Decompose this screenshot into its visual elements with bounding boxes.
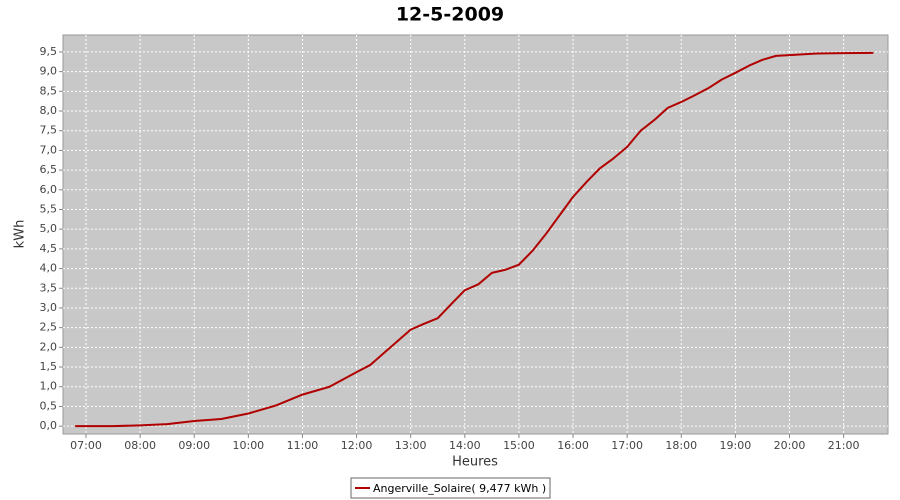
x-tick-label: 17:00 (611, 439, 643, 452)
x-tick-label: 07:00 (70, 439, 102, 452)
x-tick-label: 12:00 (341, 439, 373, 452)
y-tick-label: 1,0 (40, 380, 58, 393)
x-tick-label: 20:00 (774, 439, 806, 452)
y-tick-label: 3,0 (40, 301, 58, 314)
y-tick-label: 0,0 (40, 419, 58, 432)
y-tick-label: 5,5 (40, 202, 58, 215)
y-tick-label: 5,0 (40, 222, 58, 235)
y-tick-label: 9,5 (40, 45, 58, 58)
x-axis-label: Heures (452, 455, 498, 470)
y-axis-label: kWh (13, 220, 28, 249)
y-tick-label: 2,5 (40, 321, 58, 334)
y-tick-label: 4,5 (40, 242, 58, 255)
y-tick-label: 6,0 (40, 183, 58, 196)
legend-label: Angerville_Solaire( 9,477 kWh ) (373, 482, 546, 495)
x-tick-label: 10:00 (232, 439, 264, 452)
x-tick-label: 11:00 (287, 439, 319, 452)
x-tick-label: 09:00 (178, 439, 210, 452)
x-tick-label: 08:00 (124, 439, 156, 452)
x-tick-label: 13:00 (395, 439, 427, 452)
y-tick-label: 8,5 (40, 84, 58, 97)
y-tick-label: 6,5 (40, 163, 58, 176)
plot-area (62, 34, 889, 435)
x-tick-label: 19:00 (720, 439, 752, 452)
chart-title: 12-5-2009 (396, 4, 504, 26)
y-tick-label: 1,5 (40, 360, 58, 373)
y-tick-label: 8,0 (40, 104, 58, 117)
x-tick-label: 14:00 (449, 439, 481, 452)
y-tick-label: 3,5 (40, 281, 58, 294)
x-tick-label: 18:00 (665, 439, 697, 452)
series-line (75, 51, 874, 428)
y-tick-label: 7,0 (40, 143, 58, 156)
y-tick-label: 0,5 (40, 399, 58, 412)
x-tick-label: 21:00 (828, 439, 860, 452)
legend (350, 477, 551, 499)
x-tick-label: 16:00 (557, 439, 589, 452)
y-tick-label: 4,0 (40, 262, 58, 275)
y-tick-label: 9,0 (40, 65, 58, 78)
y-tick-label: 2,0 (40, 340, 58, 353)
y-tick-label: 7,5 (40, 124, 58, 137)
x-tick-label: 15:00 (503, 439, 535, 452)
